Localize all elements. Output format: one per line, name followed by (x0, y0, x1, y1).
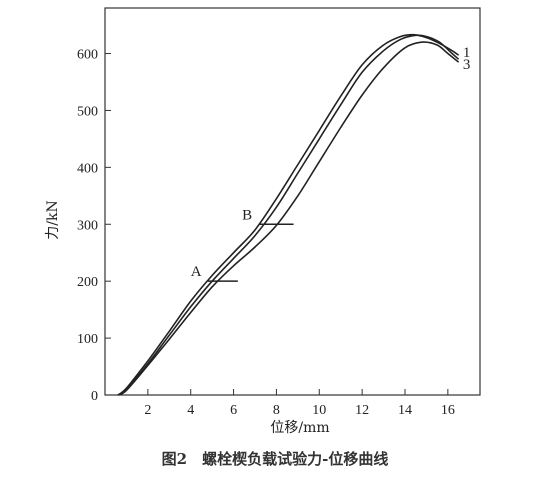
x-tick-label: 10 (312, 403, 326, 418)
x-axis-title: 位移/mm (270, 420, 329, 436)
x-tick-label: 14 (398, 403, 412, 418)
x-tick-label: 4 (187, 403, 194, 418)
y-tick-label: 100 (77, 332, 98, 347)
y-axis-title: 力/kN (45, 200, 61, 239)
series-line-2 (117, 34, 460, 396)
x-tick-label: 16 (441, 403, 455, 418)
series-line-3 (117, 41, 460, 396)
marker-label-b: B (242, 207, 252, 223)
x-tick-label: 2 (144, 403, 151, 418)
y-tick-label: 300 (77, 218, 98, 233)
y-tick-label: 600 (77, 48, 98, 63)
y-tick-label: 500 (77, 104, 98, 119)
series-line-1 (117, 33, 460, 396)
x-tick-label: 8 (273, 403, 280, 418)
marker-label-a: A (191, 264, 202, 280)
curve-label-3: 3 (463, 57, 471, 73)
plot-area-border (104, 7, 481, 396)
y-tick-label: 0 (91, 389, 98, 404)
load-displacement-chart: 2 4 6 8 10 12 14 16 0 100 200 300 400 500 600 13 A B 力/… (45, 7, 481, 436)
y-tick-label: 400 (77, 161, 98, 176)
x-tick-label: 12 (355, 403, 369, 418)
figure-caption: 图2 螺栓楔负载试验力-位移曲线 (161, 450, 389, 468)
y-tick-label: 200 (77, 275, 98, 290)
x-tick-label: 6 (230, 403, 237, 418)
curve-label-1: 1 (463, 45, 471, 61)
